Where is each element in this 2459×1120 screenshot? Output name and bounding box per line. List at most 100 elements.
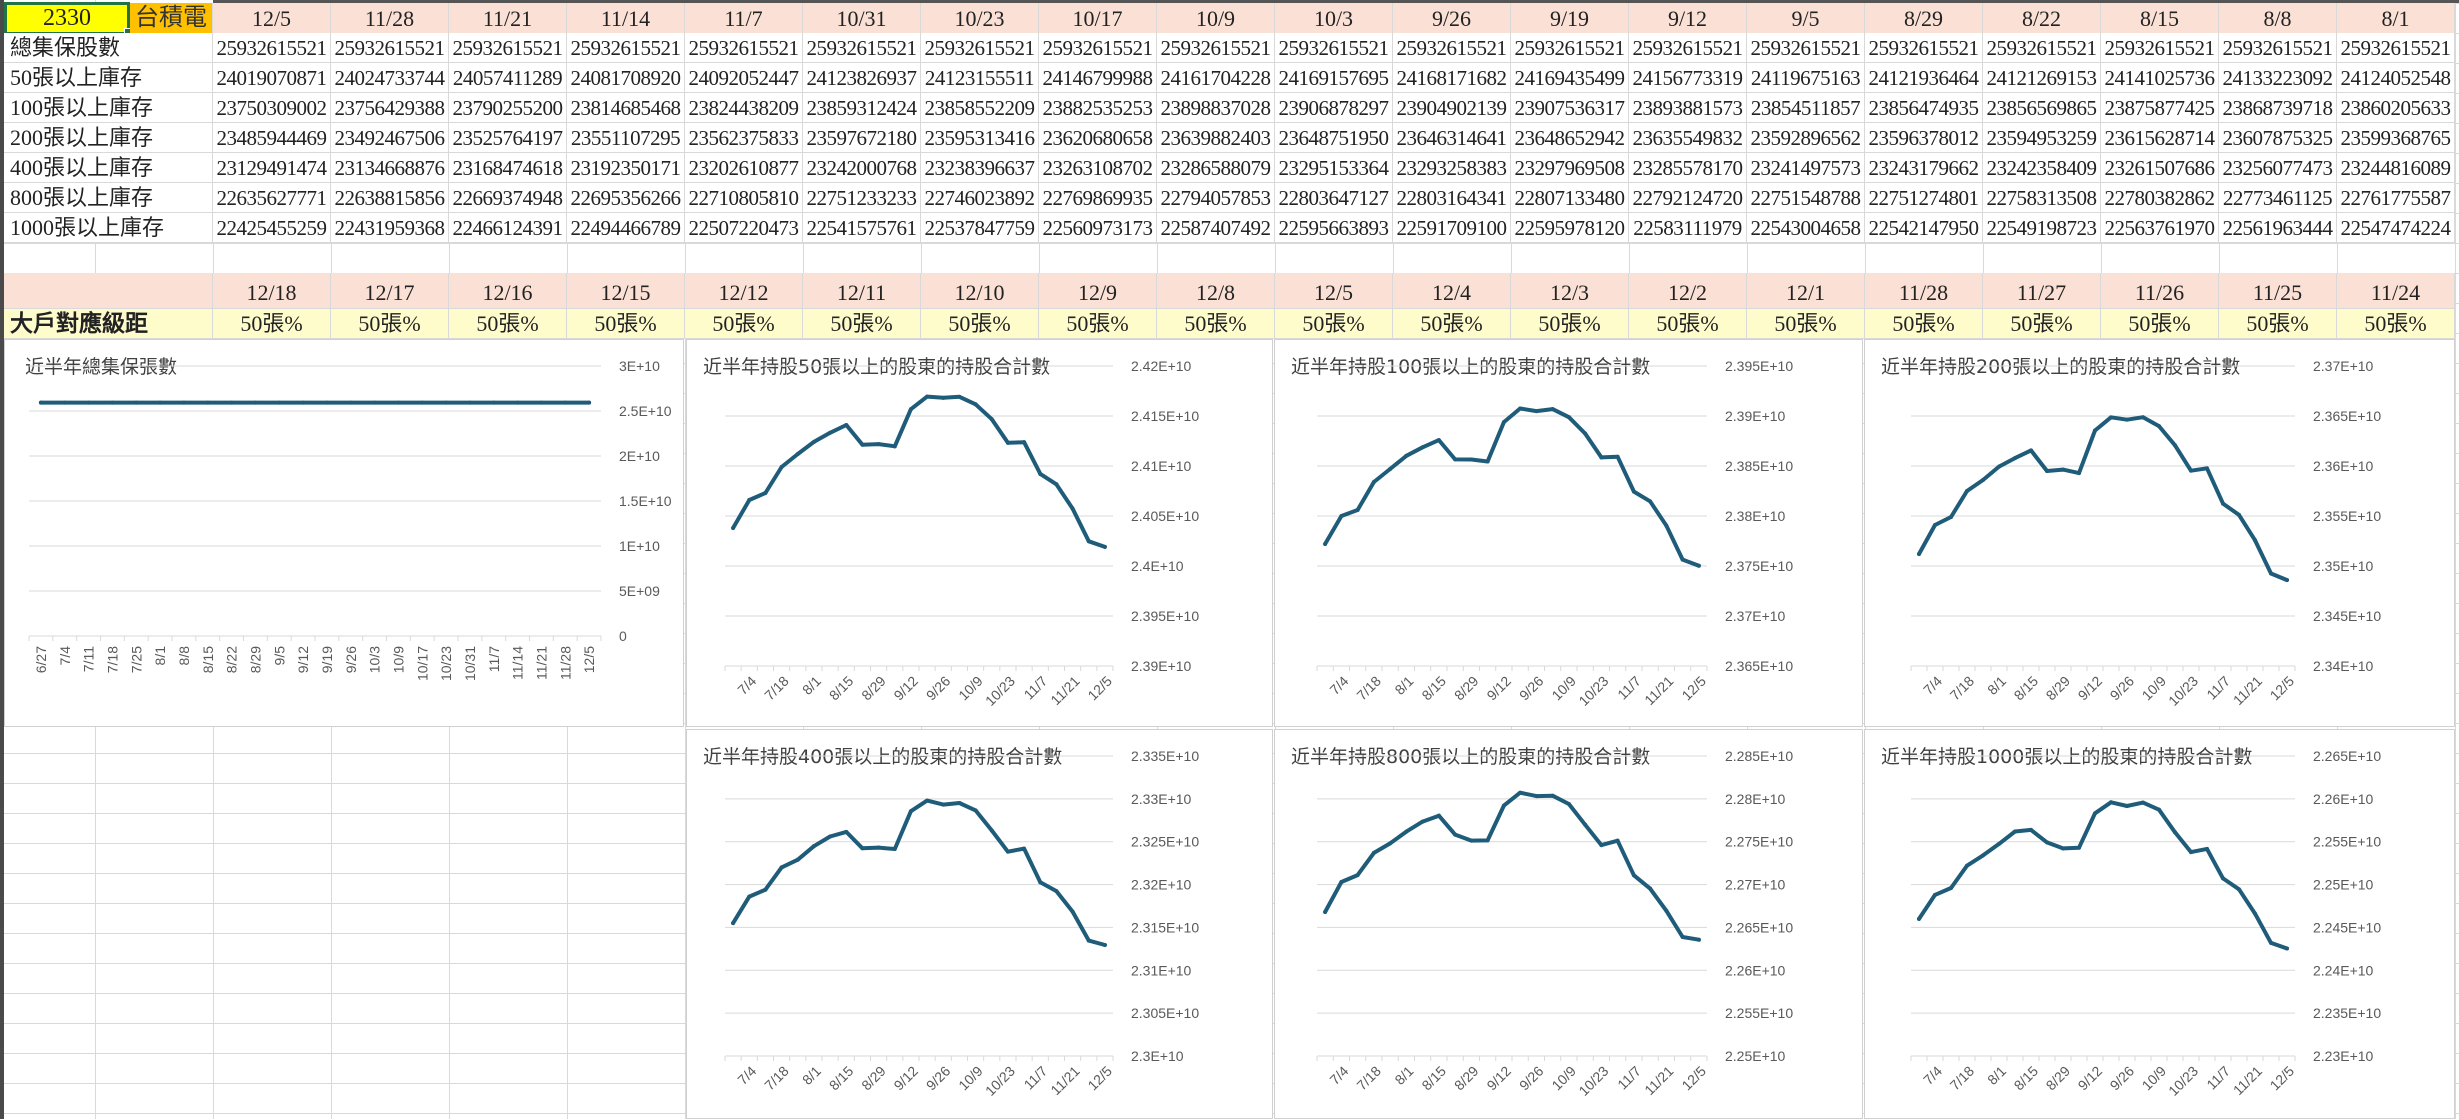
table-cell[interactable]: 22591709100 bbox=[1393, 213, 1511, 243]
series-line[interactable] bbox=[731, 394, 1107, 549]
ticker-cell[interactable]: 2330 bbox=[4, 2, 130, 35]
table-cell[interactable]: 24092052447 bbox=[685, 63, 803, 93]
table-cell[interactable]: 23790255200 bbox=[449, 93, 567, 123]
weekly-date-header[interactable]: 10/31 bbox=[803, 3, 921, 34]
table-cell[interactable]: 23756429388 bbox=[331, 93, 449, 123]
table-cell[interactable]: 23297969508 bbox=[1511, 153, 1629, 183]
table-cell[interactable]: 23238396637 bbox=[921, 153, 1039, 183]
table-cell[interactable]: 23898837028 bbox=[1157, 93, 1275, 123]
level-row-label[interactable]: 大戶對應級距 bbox=[4, 309, 213, 339]
table-cell[interactable]: 24161704228 bbox=[1157, 63, 1275, 93]
weekly-date-header[interactable]: 8/29 bbox=[1865, 3, 1983, 34]
line-chart[interactable]: 近半年持股200張以上的股東的持股合計數 2.37E+10 2.365E+10 2.3… bbox=[1864, 339, 2455, 727]
weekly-date-header[interactable]: 8/8 bbox=[2219, 3, 2337, 34]
daily-date-header[interactable]: 12/5 bbox=[1275, 273, 1393, 309]
series-line[interactable] bbox=[1323, 406, 1701, 568]
table-cell[interactable]: 23868739718 bbox=[2219, 93, 2337, 123]
daily-date-header[interactable]: 12/4 bbox=[1393, 273, 1511, 309]
daily-date-header[interactable]: 12/3 bbox=[1511, 273, 1629, 309]
table-cell[interactable]: 22542147950 bbox=[1865, 213, 1983, 243]
level-cell[interactable]: 50張% bbox=[1157, 309, 1275, 339]
table-cell[interactable]: 23295153364 bbox=[1275, 153, 1393, 183]
table-cell[interactable]: 23648652942 bbox=[1511, 123, 1629, 153]
table-cell[interactable]: 23814685468 bbox=[567, 93, 685, 123]
table-cell[interactable]: 23562375833 bbox=[685, 123, 803, 153]
weekly-date-header[interactable]: 8/22 bbox=[1983, 3, 2101, 34]
daily-date-header[interactable]: 12/17 bbox=[331, 273, 449, 309]
table-cell[interactable]: 22794057853 bbox=[1157, 183, 1275, 213]
level-cell[interactable]: 50張% bbox=[449, 309, 567, 339]
level-cell[interactable]: 50張% bbox=[567, 309, 685, 339]
weekly-date-header[interactable]: 11/21 bbox=[449, 3, 567, 34]
table-cell[interactable]: 25932615521 bbox=[1393, 33, 1511, 63]
table-cell[interactable]: 25932615521 bbox=[567, 33, 685, 63]
table-cell[interactable]: 25932615521 bbox=[1865, 33, 1983, 63]
table-cell[interactable]: 23485944469 bbox=[213, 123, 331, 153]
table-cell[interactable]: 23646314641 bbox=[1393, 123, 1511, 153]
table-cell[interactable]: 23192350171 bbox=[567, 153, 685, 183]
level-cell[interactable]: 50張% bbox=[1747, 309, 1865, 339]
line-chart[interactable]: 近半年持股100張以上的股東的持股合計數 2.395E+10 2.39E+10 2.3… bbox=[1274, 339, 1863, 727]
level-cell[interactable]: 50張% bbox=[803, 309, 921, 339]
table-cell[interactable]: 23856569865 bbox=[1983, 93, 2101, 123]
table-cell[interactable]: 23134668876 bbox=[331, 153, 449, 183]
table-cell[interactable]: 23599368765 bbox=[2337, 123, 2455, 153]
table-cell[interactable]: 25932615521 bbox=[1511, 33, 1629, 63]
weekly-date-header[interactable]: 9/19 bbox=[1511, 3, 1629, 34]
table-cell[interactable]: 22561963444 bbox=[2219, 213, 2337, 243]
table-cell[interactable]: 22792124720 bbox=[1629, 183, 1747, 213]
daily-date-header[interactable]: 12/1 bbox=[1747, 273, 1865, 309]
table-cell[interactable]: 23615628714 bbox=[2101, 123, 2219, 153]
daily-date-header[interactable]: 11/24 bbox=[2337, 273, 2455, 309]
table-cell[interactable]: 22780382862 bbox=[2101, 183, 2219, 213]
table-cell[interactable]: 24057411289 bbox=[449, 63, 567, 93]
table-cell[interactable]: 25932615521 bbox=[213, 33, 331, 63]
daily-date-header[interactable]: 12/18 bbox=[213, 273, 331, 309]
level-cell[interactable]: 50張% bbox=[213, 309, 331, 339]
table-cell[interactable]: 24169435499 bbox=[1511, 63, 1629, 93]
daily-date-header[interactable]: 11/25 bbox=[2219, 273, 2337, 309]
table-cell[interactable]: 22761775587 bbox=[2337, 183, 2455, 213]
table-cell[interactable]: 22543004658 bbox=[1747, 213, 1865, 243]
table-cell[interactable]: 25932615521 bbox=[1157, 33, 1275, 63]
table-cell[interactable]: 22563761970 bbox=[2101, 213, 2219, 243]
table-cell[interactable]: 22638815856 bbox=[331, 183, 449, 213]
table-cell[interactable]: 23202610877 bbox=[685, 153, 803, 183]
table-cell[interactable]: 23607875325 bbox=[2219, 123, 2337, 153]
level-cell[interactable]: 50張% bbox=[1393, 309, 1511, 339]
table-cell[interactable]: 23856474935 bbox=[1865, 93, 1983, 123]
level-cell[interactable]: 50張% bbox=[2219, 309, 2337, 339]
table-cell[interactable]: 24081708920 bbox=[567, 63, 685, 93]
table-cell[interactable]: 24119675163 bbox=[1747, 63, 1865, 93]
line-chart[interactable]: 近半年持股50張以上的股東的持股合計數 2.42E+10 2.415E+10 2.41… bbox=[686, 339, 1273, 727]
table-cell[interactable]: 25932615521 bbox=[803, 33, 921, 63]
weekly-date-header[interactable]: 9/5 bbox=[1747, 3, 1865, 34]
table-cell[interactable]: 23858552209 bbox=[921, 93, 1039, 123]
table-cell[interactable]: 23907536317 bbox=[1511, 93, 1629, 123]
daily-date-header[interactable]: 12/10 bbox=[921, 273, 1039, 309]
table-cell[interactable]: 23893881573 bbox=[1629, 93, 1747, 123]
table-cell[interactable]: 22803164341 bbox=[1393, 183, 1511, 213]
daily-date-header[interactable]: 12/15 bbox=[567, 273, 685, 309]
daily-date-header[interactable]: 12/9 bbox=[1039, 273, 1157, 309]
table-cell[interactable]: 22695356266 bbox=[567, 183, 685, 213]
table-cell[interactable]: 22807133480 bbox=[1511, 183, 1629, 213]
table-cell[interactable]: 25932615521 bbox=[2219, 33, 2337, 63]
table-cell[interactable]: 25932615521 bbox=[1275, 33, 1393, 63]
table-cell[interactable]: 23648751950 bbox=[1275, 123, 1393, 153]
table-cell[interactable]: 23854511857 bbox=[1747, 93, 1865, 123]
table-cell[interactable]: 23492467506 bbox=[331, 123, 449, 153]
table-cell[interactable]: 23243179662 bbox=[1865, 153, 1983, 183]
level-cell[interactable]: 50張% bbox=[921, 309, 1039, 339]
daily-date-header[interactable]: 11/28 bbox=[1865, 273, 1983, 309]
table-cell[interactable]: 23168474618 bbox=[449, 153, 567, 183]
table-cell[interactable]: 24024733744 bbox=[331, 63, 449, 93]
weekly-date-header[interactable]: 9/26 bbox=[1393, 3, 1511, 34]
series-line[interactable] bbox=[1917, 415, 2289, 583]
row-label[interactable]: 1000張以上庫存 bbox=[4, 213, 213, 243]
table-cell[interactable]: 25932615521 bbox=[1039, 33, 1157, 63]
level-cell[interactable]: 50張% bbox=[2337, 309, 2455, 339]
table-cell[interactable]: 23241497573 bbox=[1747, 153, 1865, 183]
table-cell[interactable]: 23242358409 bbox=[1983, 153, 2101, 183]
line-chart[interactable]: 近半年持股800張以上的股東的持股合計數 2.285E+10 2.28E+10 2.2… bbox=[1274, 729, 1863, 1119]
